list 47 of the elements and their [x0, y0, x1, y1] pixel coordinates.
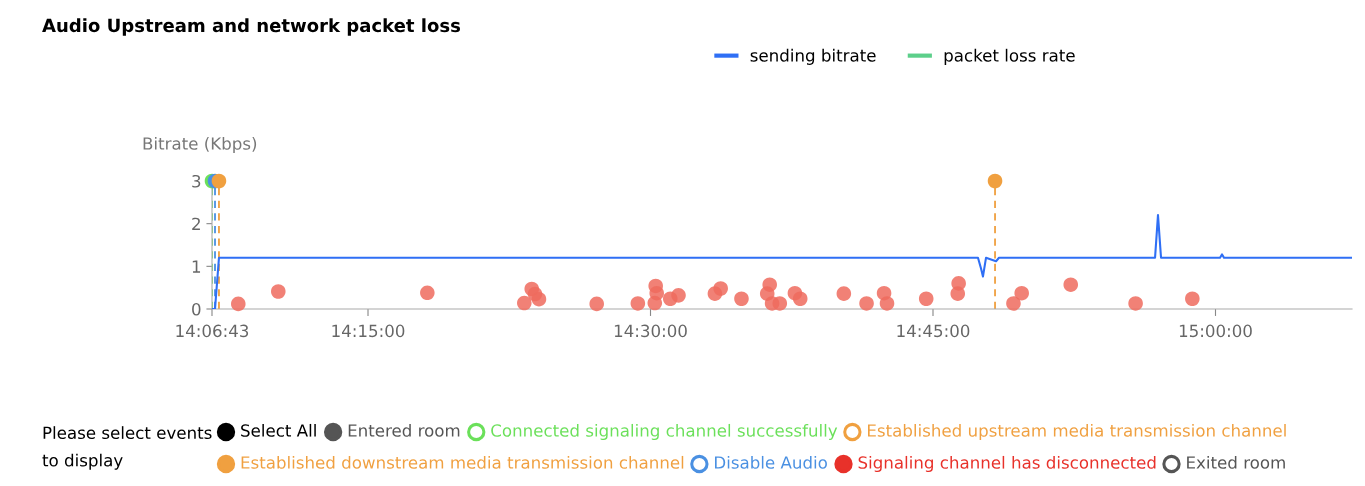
x-tick-label: 14:45:00 — [897, 324, 970, 338]
point — [987, 173, 1003, 189]
point — [918, 291, 934, 307]
x-tick-label: 14:06:43 — [176, 324, 249, 338]
legend-label: Entered room — [348, 423, 460, 437]
y-tick-label: 2 — [192, 217, 200, 230]
legend-label: Disable Audio — [715, 455, 827, 469]
point — [950, 286, 966, 301]
legend-label: packet loss rate — [944, 48, 1075, 65]
y-tick-label: 0 — [192, 302, 201, 316]
legend-label: Select All — [241, 423, 316, 437]
chart-title: Audio Upstream and network packet loss — [42, 18, 461, 36]
point — [647, 295, 663, 311]
point — [1128, 296, 1143, 311]
point — [271, 284, 286, 299]
x-tick-label: 15:00:00 — [1179, 324, 1252, 338]
legend-label: Connected signaling channel successfully — [491, 423, 838, 441]
text: Please select events to display — [42, 426, 212, 470]
y-tick-label: 3 — [192, 174, 201, 188]
legend-label: sending bitrate — [750, 48, 876, 65]
legend-label: Signaling channel has disconnected — [858, 455, 1156, 473]
y-axis-title: Bitrate (Kbps) — [143, 136, 257, 154]
point — [713, 281, 728, 296]
point — [211, 173, 227, 189]
point — [1063, 277, 1079, 292]
point — [792, 291, 808, 307]
point — [879, 296, 895, 311]
point — [420, 285, 435, 301]
point — [231, 296, 246, 312]
point — [772, 296, 788, 311]
point — [1185, 291, 1200, 307]
point — [734, 291, 749, 307]
point — [859, 296, 874, 311]
y-tick-label: 1 — [192, 260, 201, 273]
legend-label: Exited room — [1187, 455, 1285, 469]
point — [589, 296, 604, 312]
point — [1006, 296, 1021, 311]
point — [671, 288, 686, 303]
legend-label: Established upstream media transmission channel — [868, 423, 1286, 441]
legend-label: Established downstream media transmission channel — [241, 455, 684, 469]
x-tick-label: 14:30:00 — [614, 324, 687, 338]
x-tick-label: 14:15:00 — [332, 324, 405, 338]
point — [531, 291, 547, 307]
point — [630, 296, 646, 311]
point — [1014, 285, 1029, 301]
point — [517, 295, 532, 311]
point — [836, 286, 852, 301]
